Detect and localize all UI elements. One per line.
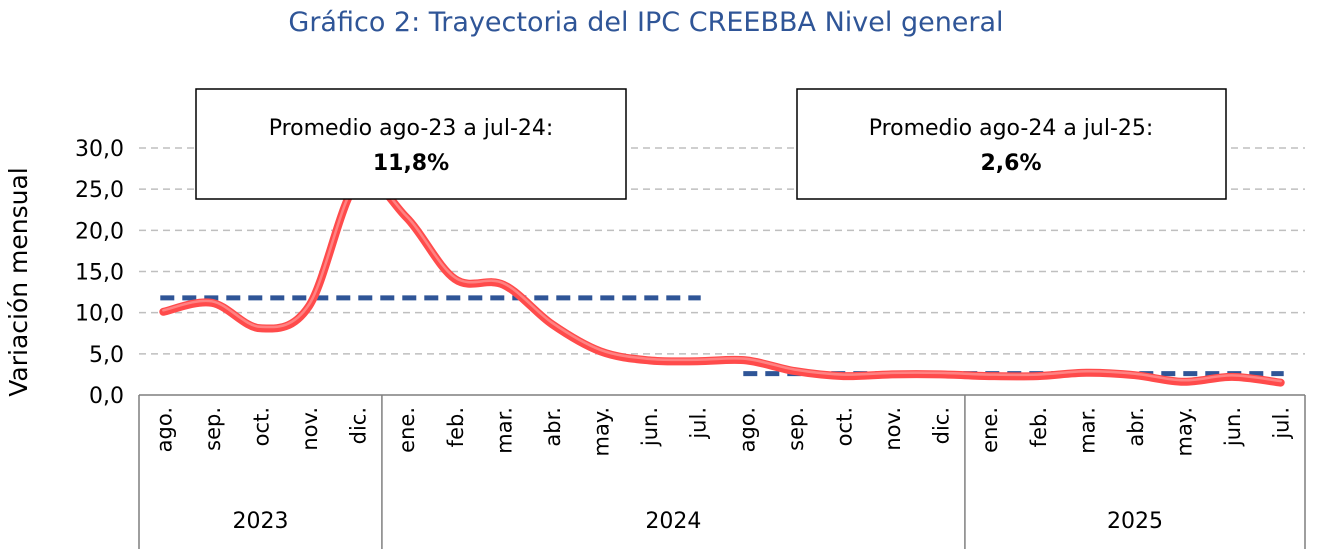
year-label: 2025 xyxy=(1107,509,1163,534)
main-series xyxy=(159,174,1285,387)
y-tick-label: 25,0 xyxy=(75,178,124,203)
y-tick-label: 0,0 xyxy=(89,384,124,409)
x-tick-label: abr. xyxy=(541,407,565,447)
x-tick-label: sep. xyxy=(201,407,225,451)
y-tick-label: 15,0 xyxy=(75,261,124,286)
y-axis-label: Variación mensual xyxy=(4,167,33,397)
series-line-ipc xyxy=(159,174,1285,387)
x-tick-label: feb. xyxy=(444,407,468,447)
x-tick-label: jul. xyxy=(1270,407,1294,440)
annotation-box-2024 xyxy=(796,88,1227,200)
x-tick-label: abr. xyxy=(1124,407,1148,447)
x-tick-label: ago. xyxy=(152,407,176,452)
annotation-value-2023: 11,8% xyxy=(373,151,449,176)
chart-title: Gráfico 2: Trayectoria del IPC CREEBBA N… xyxy=(288,7,1003,38)
annotation-boxes: Promedio ago-23 a jul-24: 11,8% Promedio… xyxy=(195,88,1227,200)
annotation-value-2024: 2,6% xyxy=(980,151,1041,176)
year-label: 2024 xyxy=(645,509,701,534)
x-tick-label: nov. xyxy=(298,407,322,451)
y-tick-label: 20,0 xyxy=(75,219,124,244)
y-tick-label: 5,0 xyxy=(89,343,124,368)
x-tick-label: mar. xyxy=(1075,407,1099,454)
y-tick-label: 30,0 xyxy=(75,137,124,162)
x-tick-label: jun. xyxy=(638,407,662,447)
annotation-box-2023 xyxy=(195,88,627,200)
x-tick-label: jun. xyxy=(1221,407,1245,447)
x-tick-label: oct. xyxy=(249,407,273,446)
annotation-text-2024: Promedio ago-24 a jul-25: xyxy=(869,116,1154,141)
y-tick-label: 10,0 xyxy=(75,302,124,327)
x-tick-label: sep. xyxy=(784,407,808,451)
x-tick-label: dic. xyxy=(930,407,954,444)
annotation-text-2023: Promedio ago-23 a jul-24: xyxy=(269,116,554,141)
x-tick-label: may. xyxy=(1173,407,1197,456)
year-label: 2023 xyxy=(232,509,288,534)
series-line-highlight xyxy=(162,176,1282,383)
x-tick-label: jul. xyxy=(687,407,711,440)
x-tick-label: mar. xyxy=(492,407,516,454)
category-axis: ago. sep. oct. nov. dic. ene. feb. mar. abr. may.… xyxy=(138,394,1306,549)
x-tick-label: oct. xyxy=(832,407,856,446)
x-tick-label: nov. xyxy=(881,407,905,451)
x-tick-label: may. xyxy=(590,407,614,456)
y-tick-labels: 0,0 5,0 10,0 15,0 20,0 25,0 30,0 xyxy=(75,137,124,409)
x-tick-label: ago. xyxy=(735,407,759,452)
x-tick-label: feb. xyxy=(1027,407,1051,447)
x-tick-label: ene. xyxy=(978,407,1002,453)
x-tick-label: ene. xyxy=(395,407,419,453)
x-tick-label: dic. xyxy=(347,407,371,444)
